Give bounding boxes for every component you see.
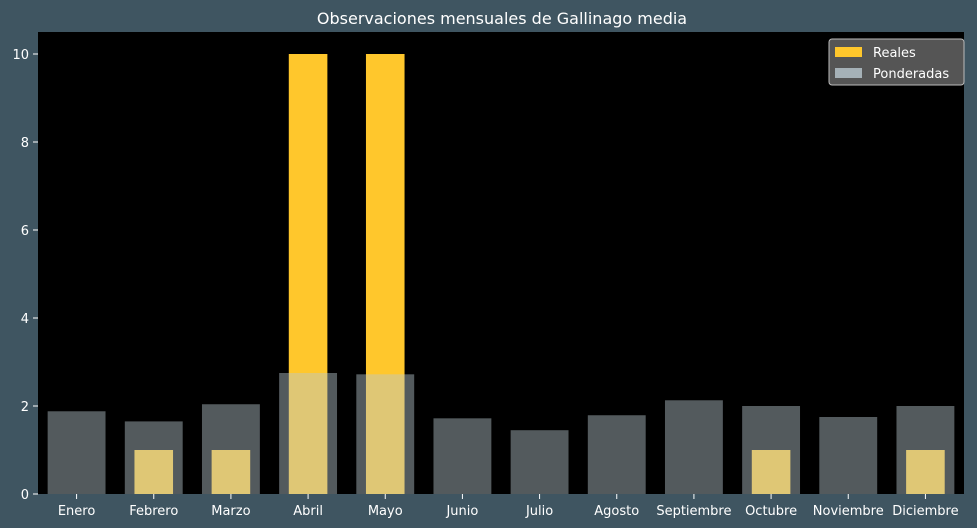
plot-area — [38, 32, 964, 494]
bar-ponderadas-julio — [510, 430, 569, 494]
bar-ponderadas-octubre — [742, 406, 801, 494]
bar-ponderadas-septiembre — [664, 400, 723, 494]
y-axis: 0 2 4 6 8 10 — [12, 48, 38, 503]
series-reales — [134, 54, 945, 494]
bar-ponderadas-agosto — [587, 415, 646, 494]
legend: Reales Ponderadas — [828, 38, 965, 86]
bar-ponderadas-marzo — [201, 404, 260, 494]
x-tick-label: Septiembre — [656, 504, 731, 519]
bar-ponderadas-junio — [433, 418, 492, 494]
y-tick-label: 4 — [21, 312, 29, 327]
x-tick-label: Octubre — [745, 504, 797, 519]
chart-title: Observaciones mensuales de Gallinago med… — [317, 9, 687, 28]
series-ponderadas — [47, 373, 955, 494]
legend-swatch-ponderadas — [835, 68, 862, 78]
bar-ponderadas-abril — [279, 373, 338, 494]
bar-ponderadas-diciembre — [896, 406, 955, 494]
y-tick-label: 8 — [21, 136, 29, 151]
bar-reales-diciembre — [906, 450, 945, 494]
x-tick-label: Marzo — [211, 504, 250, 519]
bar-reales-abril — [288, 54, 328, 494]
x-tick-label: Abril — [293, 504, 323, 519]
bar-reales-marzo — [211, 450, 251, 494]
x-tick-label: Enero — [58, 504, 96, 519]
x-tick-label: Julio — [525, 504, 553, 519]
y-tick-label: 2 — [21, 400, 29, 415]
x-tick-label: Agosto — [594, 504, 639, 519]
legend-swatch-reales — [835, 47, 862, 57]
bar-reales-mayo — [365, 54, 405, 494]
bar-ponderadas-enero — [47, 411, 106, 494]
bar-ponderadas-febrero — [124, 421, 183, 494]
x-tick-label: Noviembre — [813, 504, 884, 519]
bar-reales-octubre — [751, 450, 791, 494]
x-tick-label: Mayo — [368, 504, 403, 519]
legend-box — [828, 38, 965, 86]
x-tick-label: Diciembre — [892, 504, 958, 519]
bar-ponderadas-noviembre — [819, 417, 878, 494]
y-tick-label: 10 — [12, 48, 29, 63]
y-tick-label: 0 — [21, 488, 29, 503]
bar-ponderadas-mayo — [356, 374, 415, 494]
x-tick-label: Junio — [445, 504, 478, 519]
legend-label-ponderadas: Ponderadas — [873, 67, 949, 82]
bar-reales-febrero — [134, 450, 174, 494]
x-axis: Enero Febrero Marzo Abril Mayo Junio Julio Agos… — [58, 494, 959, 519]
x-tick-label: Febrero — [129, 504, 178, 519]
y-tick-label: 6 — [21, 224, 29, 239]
legend-label-reales: Reales — [873, 46, 916, 61]
